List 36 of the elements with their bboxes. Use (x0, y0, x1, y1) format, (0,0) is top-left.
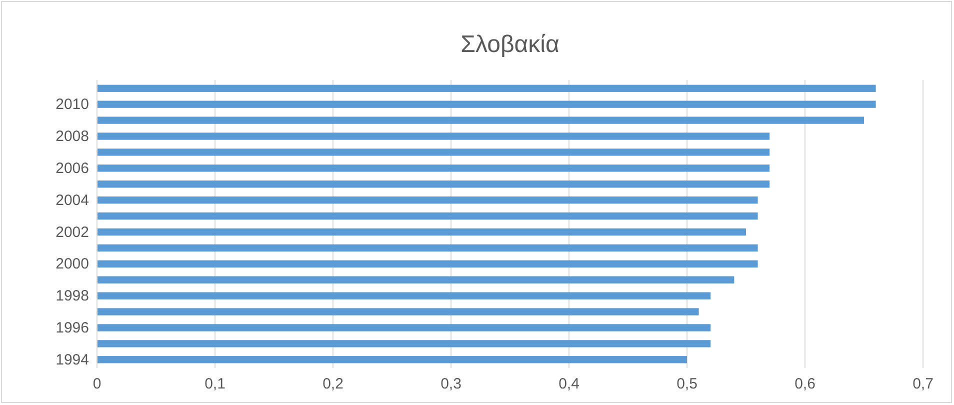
y-tick-label: 2008 (56, 128, 89, 146)
y-tick-label: 2010 (56, 96, 89, 114)
y-tick-label: 2006 (56, 160, 89, 177)
bar (97, 276, 734, 284)
bar (97, 116, 864, 124)
y-tick-label: 1994 (56, 351, 89, 368)
bar (97, 292, 711, 300)
bar (97, 84, 876, 92)
x-tick-label: 0,7 (912, 376, 934, 393)
bar (97, 100, 876, 108)
y-tick-label: 2000 (56, 256, 89, 273)
x-tick-label: 0,4 (558, 376, 580, 393)
x-tick-label: 0,6 (794, 376, 816, 393)
bar (97, 340, 711, 348)
bar (97, 196, 758, 204)
bar (97, 244, 758, 252)
bar (97, 308, 699, 316)
bar (97, 228, 746, 236)
x-tick-label: 0,3 (440, 376, 462, 393)
x-tick-label: 0,1 (204, 376, 226, 393)
y-tick-label: 2004 (56, 192, 89, 209)
bar (97, 260, 758, 268)
x-tick-label: 0,5 (676, 376, 698, 393)
x-tick-label: 0 (92, 376, 102, 393)
bar (97, 212, 758, 220)
bar (97, 132, 770, 140)
y-tick-label: 1998 (56, 288, 89, 305)
chart-title: Σλοβακία (460, 31, 560, 58)
bar (97, 148, 770, 156)
bar (97, 180, 770, 188)
bar (97, 164, 770, 172)
bar (97, 356, 687, 364)
y-tick-label: 2002 (56, 224, 89, 241)
bar (97, 324, 711, 332)
y-tick-label: 1996 (56, 320, 89, 337)
x-tick-label: 0,2 (322, 376, 344, 393)
